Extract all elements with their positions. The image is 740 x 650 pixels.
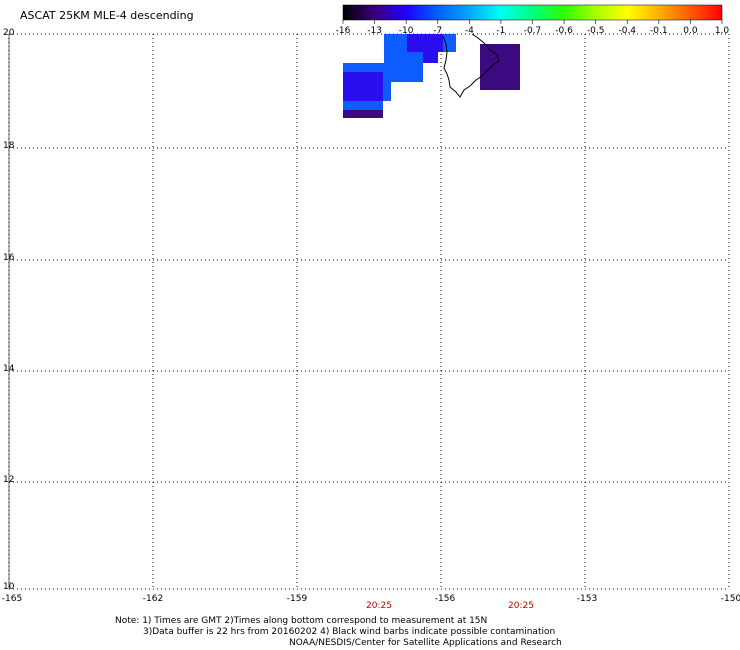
note-line-3: NOAA/NESDIS/Center for Satellite Applica… xyxy=(289,638,562,648)
data-cell xyxy=(407,34,443,52)
pass-time-label: 20:25 xyxy=(366,601,392,611)
colorbar-label: -0.1 xyxy=(650,26,668,36)
colorbar-label: -16 xyxy=(335,26,351,36)
colorbar-label: -0.7 xyxy=(523,26,542,36)
colorbar-label: 0.0 xyxy=(683,26,698,36)
lon-label: -165 xyxy=(1,594,23,604)
colorbar-label: -0.5 xyxy=(586,26,605,36)
note-line-1: Note: 1) Times are GMT 2)Times along bot… xyxy=(115,616,488,626)
lat-label: 16 xyxy=(3,253,15,263)
wind-data-cells xyxy=(343,34,520,118)
data-cell xyxy=(423,52,438,63)
colorbar-label: -7 xyxy=(433,26,443,36)
data-cell xyxy=(343,110,383,118)
colorbar xyxy=(342,4,723,24)
data-cell xyxy=(384,52,438,63)
lon-label: -156 xyxy=(434,594,456,604)
colorbar-label: -13 xyxy=(367,26,382,36)
colorbar-label: -1 xyxy=(496,26,506,36)
lat-label: 14 xyxy=(3,364,15,374)
map-plot xyxy=(8,33,730,590)
lat-label: 20 xyxy=(3,28,15,38)
data-cell xyxy=(343,72,383,101)
pass-time-label: 20:25 xyxy=(508,601,534,611)
colorbar-label: -4 xyxy=(464,26,474,36)
lon-label: -159 xyxy=(286,594,308,604)
lon-label: -150 xyxy=(720,594,740,604)
lat-label: 18 xyxy=(3,141,15,151)
data-cell xyxy=(480,44,520,90)
lon-label: -162 xyxy=(142,594,164,604)
colorbar-label: -0.6 xyxy=(555,26,573,36)
chart-title: ASCAT 25KM MLE-4 descending xyxy=(20,9,194,22)
colorbar-label: -0.4 xyxy=(618,26,637,36)
note-line-2: 3)Data buffer is 22 hrs from 20160202 4)… xyxy=(143,627,556,637)
lat-label: 10 xyxy=(3,582,15,592)
data-cell xyxy=(343,101,383,110)
colorbar-label: -10 xyxy=(398,26,414,36)
coastline xyxy=(442,33,500,98)
lon-label: -153 xyxy=(576,594,598,604)
colorbar-label: 1.0 xyxy=(714,26,730,36)
lat-label: 12 xyxy=(3,475,15,485)
